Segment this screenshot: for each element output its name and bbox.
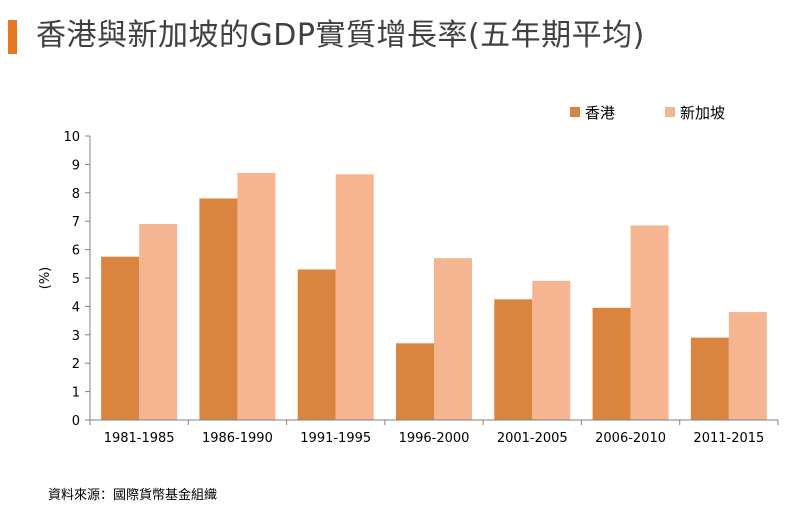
legend-swatch-sg (665, 107, 675, 117)
bar-hk (690, 337, 729, 420)
bar-hk (494, 299, 533, 420)
y-tick-label: 10 (63, 130, 80, 145)
legend-label-sg: 新加坡 (680, 104, 725, 122)
y-tick-label: 8 (72, 187, 80, 202)
y-tick-label: 5 (72, 272, 80, 287)
bar-hk (199, 198, 238, 420)
x-tick-label: 1981-1985 (104, 431, 175, 446)
bar-hk (297, 269, 336, 420)
bar-sg (237, 172, 276, 420)
y-axis-label: (%) (38, 267, 53, 290)
y-tick-label: 3 (72, 329, 80, 344)
chart-title: 香港與新加坡的GDP實質增長率(五年期平均) (36, 18, 645, 53)
legend-swatch-hk (570, 107, 580, 117)
bar-hk (396, 343, 434, 420)
bar-sg (728, 312, 767, 420)
x-tick-label: 1991-1995 (300, 431, 371, 446)
x-tick-label: 1996-2000 (399, 431, 470, 446)
bar-hk (592, 307, 631, 420)
y-tick-label: 6 (72, 244, 80, 259)
bar-hk (101, 256, 140, 420)
x-tick-label: 2001-2005 (497, 431, 568, 446)
x-tick-label: 2006-2010 (595, 431, 666, 446)
x-tick-label: 1986-1990 (202, 431, 273, 446)
y-tick-label: 0 (72, 414, 80, 429)
title-accent-bar (8, 20, 17, 54)
bar-sg (532, 280, 571, 420)
y-tick-label: 7 (72, 215, 80, 230)
bar-sg (630, 225, 669, 420)
x-tick-label: 2011-2015 (693, 431, 764, 446)
y-tick-label: 2 (72, 357, 80, 372)
y-tick-label: 9 (72, 158, 80, 173)
legend-label-hk: 香港 (585, 104, 615, 122)
bar-sg (434, 258, 472, 420)
bar-sg (139, 224, 178, 420)
source-note: 資料來源：國際貨幣基金組織 (48, 488, 218, 503)
y-tick-label: 4 (72, 300, 80, 315)
y-tick-label: 1 (72, 386, 80, 401)
bar-sg (335, 174, 374, 420)
